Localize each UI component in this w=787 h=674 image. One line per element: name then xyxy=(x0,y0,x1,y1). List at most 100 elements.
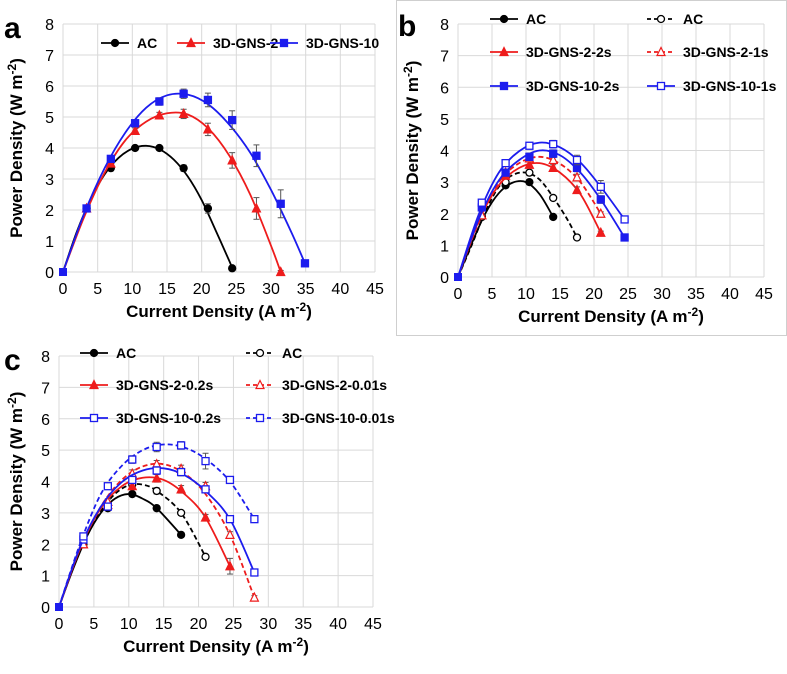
series-line xyxy=(457,180,554,278)
data-point xyxy=(176,483,187,494)
data-point xyxy=(525,177,534,187)
x-tick-label: 10 xyxy=(120,616,138,633)
x-tick-label: 0 xyxy=(55,616,64,633)
data-point xyxy=(130,125,141,136)
x-tick-label: 25 xyxy=(225,616,243,633)
legend-entry: AC xyxy=(101,35,157,51)
legend-marker xyxy=(499,46,509,57)
y-tick-label: 5 xyxy=(45,110,54,127)
legend-entry: 3D-GNS-10-2s xyxy=(490,78,620,94)
x-tick-label: 35 xyxy=(687,286,705,303)
legend-entry: 3D-GNS-10-0.2s xyxy=(80,410,221,426)
legend-entry: AC xyxy=(647,11,703,27)
data-point xyxy=(524,158,535,169)
data-point xyxy=(225,514,235,524)
y-tick-label: 3 xyxy=(41,506,50,523)
data-point xyxy=(128,455,137,464)
y-tick-label: 7 xyxy=(45,48,54,65)
x-tick-label: 5 xyxy=(93,281,102,298)
data-point xyxy=(103,482,112,491)
series-line xyxy=(58,443,256,608)
legend-label: 3D-GNS-2 xyxy=(213,35,279,51)
x-tick-label: 15 xyxy=(155,616,173,633)
series-line xyxy=(457,171,578,278)
data-point xyxy=(127,480,138,491)
legend-marker xyxy=(255,348,265,358)
legend-marker xyxy=(499,14,509,24)
data-point xyxy=(203,204,213,213)
legend-marker xyxy=(89,348,99,358)
data-point xyxy=(572,233,582,242)
x-tick-label: 5 xyxy=(488,286,497,303)
data-point xyxy=(225,475,235,485)
data-point xyxy=(82,204,91,213)
x-tick-label: 10 xyxy=(517,286,535,303)
data-point xyxy=(176,530,186,539)
legend-entry: 3D-GNS-2 xyxy=(177,35,279,51)
legend-marker xyxy=(656,14,666,24)
data-point xyxy=(130,119,140,128)
legend-label: AC xyxy=(282,345,302,361)
data-point xyxy=(620,233,629,242)
y-tick-label: 6 xyxy=(41,412,50,429)
x-tick-label: 5 xyxy=(89,616,98,633)
series-5 xyxy=(55,441,259,611)
legend-entry: 3D-GNS-10 xyxy=(270,35,379,51)
y-tick-label: 7 xyxy=(440,49,449,66)
x-tick-label: 25 xyxy=(619,286,637,303)
x-tick-label: 20 xyxy=(190,616,208,633)
legend-marker xyxy=(279,38,289,48)
x-axis-label: Current Density (A m-2) xyxy=(123,635,309,656)
data-point xyxy=(201,456,210,466)
y-axis-label: Power Density (W m-2) xyxy=(5,58,26,238)
x-tick-label: 0 xyxy=(59,281,68,298)
x-tick-label: 15 xyxy=(551,286,569,303)
data-point xyxy=(572,163,582,173)
data-point xyxy=(155,97,164,106)
series-2 xyxy=(59,88,310,276)
data-point xyxy=(572,171,582,182)
series-line xyxy=(62,111,282,273)
data-point xyxy=(224,560,235,571)
legend-marker xyxy=(89,379,99,390)
data-point xyxy=(251,202,262,213)
data-point xyxy=(548,154,559,165)
y-tick-label: 7 xyxy=(41,380,50,397)
data-point xyxy=(525,152,534,161)
data-point xyxy=(548,162,559,172)
series-0 xyxy=(55,489,186,611)
y-tick-label: 2 xyxy=(440,207,449,224)
data-point xyxy=(152,442,161,452)
y-tick-label: 3 xyxy=(440,175,449,192)
x-tick-label: 45 xyxy=(366,281,384,298)
x-tick-label: 40 xyxy=(721,286,739,303)
data-point xyxy=(152,466,161,475)
legend-label: 3D-GNS-2-0.01s xyxy=(282,377,387,393)
chart-panel-a: 0 1 2 3 4 5 6 7 8 0 5 10 15 20 25 30 35 40 45 AC 3D-GNS-2 3D-… xyxy=(0,0,396,338)
data-point xyxy=(300,259,310,268)
legend-label: AC xyxy=(116,345,136,361)
data-point xyxy=(151,472,162,483)
data-point xyxy=(595,226,606,237)
data-point xyxy=(250,568,259,577)
legend-label: 3D-GNS-2-0.2s xyxy=(116,377,213,393)
legend-entry: 3D-GNS-2-1s xyxy=(647,44,769,60)
origin-marker xyxy=(55,603,63,611)
data-point xyxy=(595,207,606,218)
y-tick-label: 8 xyxy=(440,17,449,34)
legend-entry: AC xyxy=(490,11,546,27)
data-point xyxy=(203,95,213,105)
legend-marker xyxy=(255,413,265,423)
data-point xyxy=(228,115,237,125)
data-point xyxy=(572,155,582,165)
data-point xyxy=(275,266,286,277)
legend-label: 3D-GNS-10 xyxy=(306,35,379,51)
legend-label: AC xyxy=(137,35,157,51)
origin-marker xyxy=(59,268,67,276)
data-point xyxy=(200,511,211,522)
x-tick-label: 10 xyxy=(123,281,141,298)
y-axis-label: Power Density (W m-2) xyxy=(401,61,422,241)
y-tick-label: 0 xyxy=(41,600,50,617)
data-point xyxy=(549,149,558,158)
